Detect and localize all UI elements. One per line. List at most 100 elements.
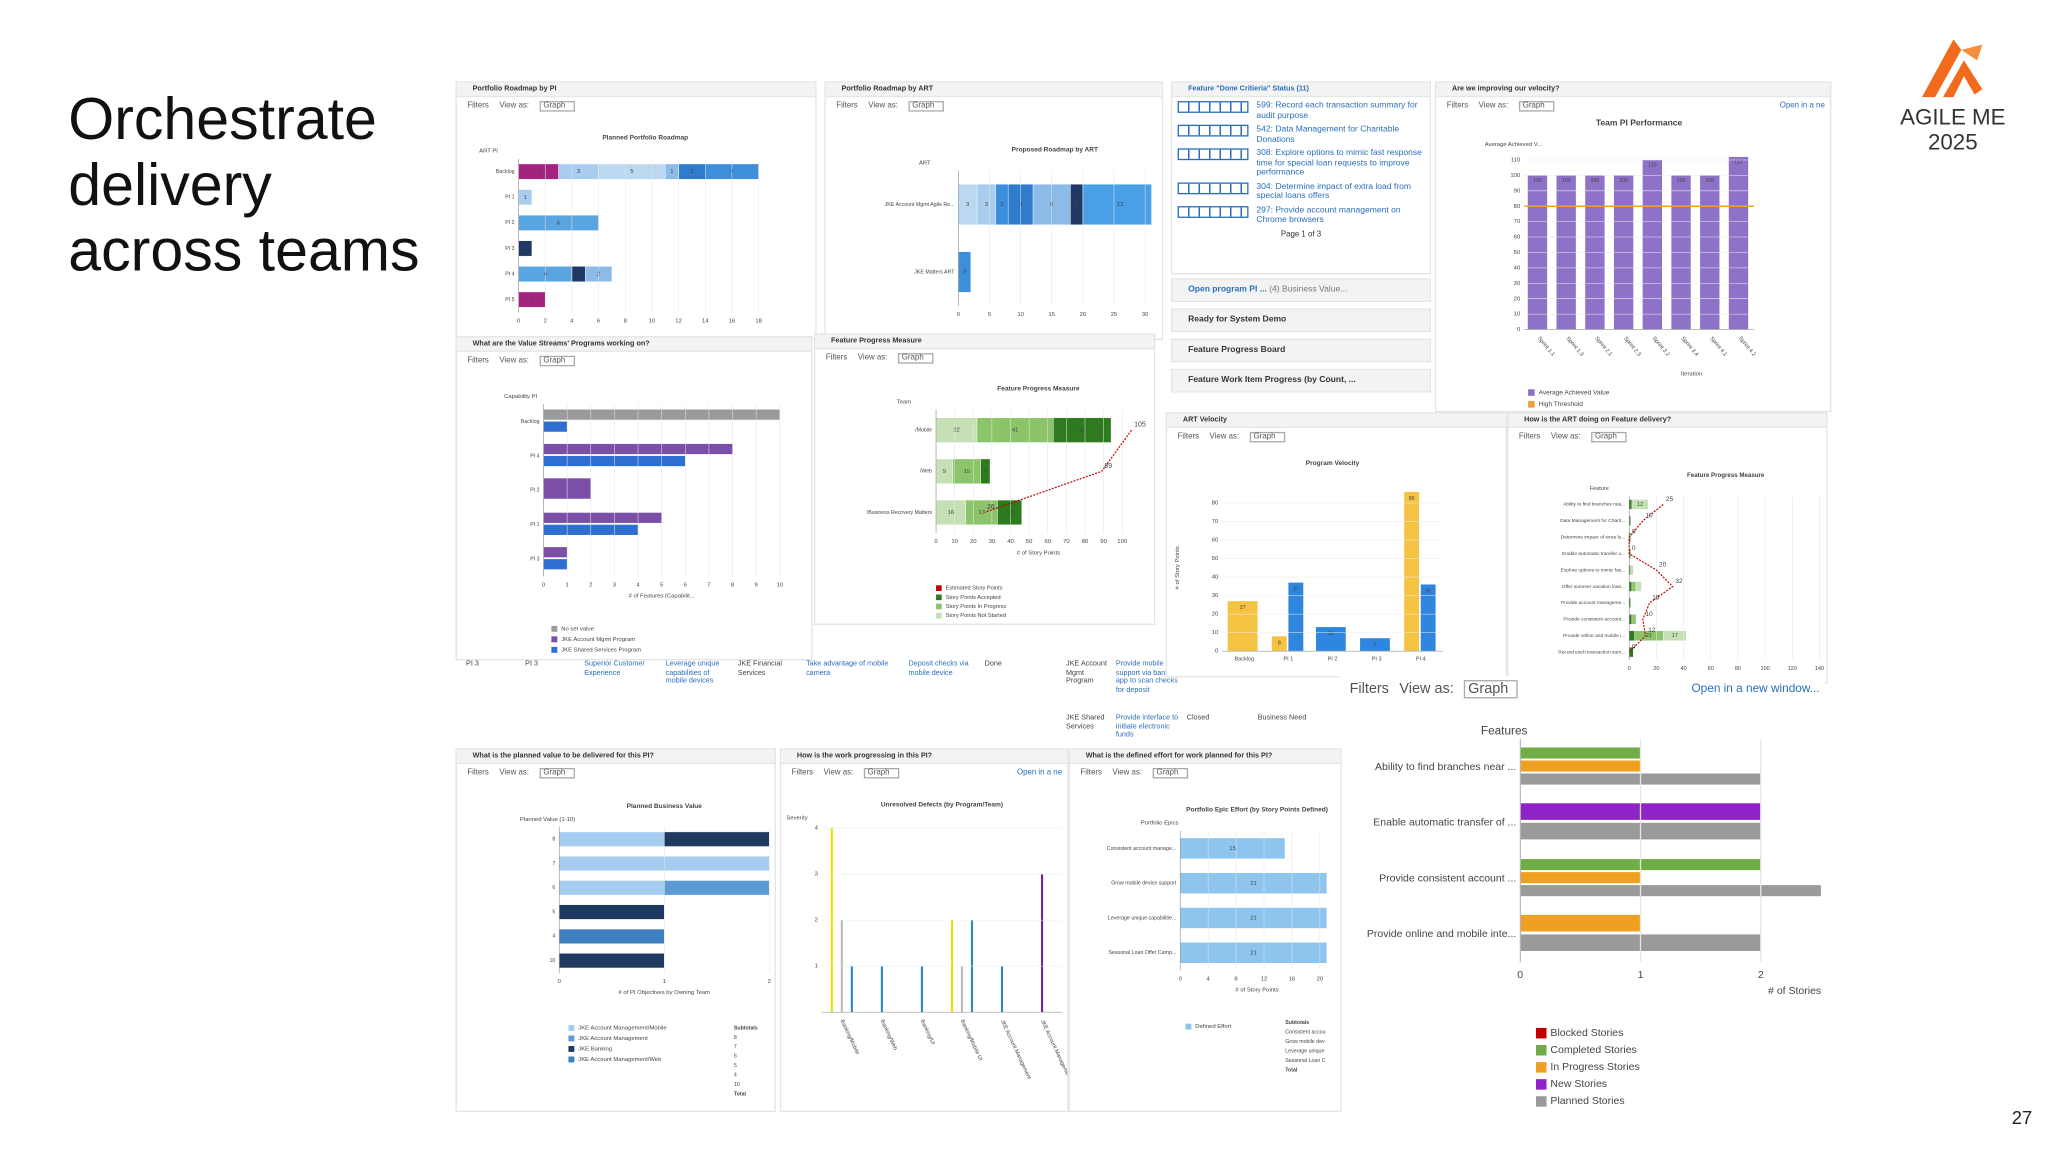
toolbar: Filters View as: Graph <box>1519 431 1637 443</box>
toolbar-item: Filters <box>467 102 489 111</box>
y-tick-label: 70 <box>1212 519 1219 525</box>
data-label: 13 <box>1328 631 1334 637</box>
estimate-label: 20 <box>1659 562 1667 569</box>
dashboard-panel: Are we improving our velocity? Filters Vie… <box>1434 81 1832 413</box>
x-tick-label: 70 <box>1063 539 1070 545</box>
data-label: 41 <box>1012 428 1019 434</box>
x-tick-label: 4 <box>1207 976 1211 982</box>
plot: 100 100 100 100 110 100 100 112 <box>1527 156 1749 330</box>
cell: JKE Shared Services <box>1066 714 1105 731</box>
x-tick-label: 0 <box>1179 976 1183 982</box>
chart-title: Portfolio Epic Effort (by Story Points D… <box>1186 807 1328 814</box>
y-axis-label: Planned Value (1-10) <box>520 817 575 823</box>
x-tick-label: 40 <box>1681 666 1687 672</box>
data-label: 17 <box>978 510 985 516</box>
x-tick-label: 2 <box>589 582 592 588</box>
legend-label: JKE Account Management/Mobile <box>578 1026 667 1032</box>
cell: JKE Financial Services <box>737 660 782 677</box>
toolbar-item: View as: <box>857 354 888 363</box>
view-select: Graph <box>1152 767 1188 779</box>
data-label: 6 <box>557 220 561 226</box>
legend-label: JKE Account Management/Web <box>578 1057 662 1063</box>
data-label: 31 <box>1079 428 1086 434</box>
x-tick-label: 50 <box>1026 539 1033 545</box>
y-tick-label: 6 <box>552 885 555 891</box>
estimate-label: 15 <box>1652 594 1660 601</box>
x-tick-label: 25 <box>1111 312 1118 318</box>
toolbar-item: View as: <box>1209 433 1240 442</box>
y-tick-label: 50 <box>1514 250 1521 256</box>
bar <box>543 559 568 570</box>
x-axis-label: # of PI Objectives by Owning Team <box>618 990 710 996</box>
data-label: 4 <box>544 272 548 278</box>
subtotal-header: Subtotals <box>1285 1020 1309 1026</box>
x-tick-label: 0 <box>1517 969 1523 981</box>
dashboard-panel: How is the ART doing on Feature delivery… <box>1507 412 1828 684</box>
plot: 22 41 31 9 15 5 16 17 13 <box>936 417 1112 525</box>
data-label: 36 <box>1425 588 1431 594</box>
toolbar: Filters View as: Graph <box>1080 767 1198 779</box>
legend-swatch <box>568 1035 575 1042</box>
x-tick-label: 30 <box>989 539 996 545</box>
bar-segment <box>976 417 1054 443</box>
x-tick-label: 0 <box>957 312 961 318</box>
x-tick-label: 140 <box>1815 666 1824 672</box>
subtotal-cell: 5 <box>734 1063 737 1069</box>
item: 599: Record each transaction summary for… <box>1177 101 1424 121</box>
y-tick-label: 5 <box>552 909 555 915</box>
x-tick-label: PI 4 <box>1416 656 1426 662</box>
y-tick-label: Provide account manageme... <box>1561 600 1625 606</box>
item: 304: Determine impact of extra load from… <box>1177 181 1424 202</box>
legend-label: Blocked Stories <box>1550 1027 1623 1039</box>
data-label: 16 <box>948 510 955 516</box>
data-label: 15 <box>1229 846 1236 852</box>
view-select: Graph <box>1518 101 1554 112</box>
bar-segment <box>1082 183 1152 225</box>
x-tick-label: 6 <box>597 319 601 325</box>
x-tick-label: Sprint 2.1 <box>1593 336 1613 358</box>
estimate-label: 89 <box>1104 463 1112 470</box>
toolbar: Filters View as: Graph <box>1350 680 1528 699</box>
slide-title: Orchestrate delivery across teams <box>68 86 419 284</box>
widget-title: Ready for System Demo <box>1172 309 1430 331</box>
y-tick-label: Seasonal Loan Offer Camp... <box>1108 950 1176 956</box>
y-tick-label: 1 <box>815 964 818 970</box>
bar <box>1041 874 1044 1013</box>
data-label: 6 <box>1050 202 1054 208</box>
x-tick-label: 60 <box>1708 666 1714 672</box>
panel-title: How is the ART doing on Feature delivery… <box>1508 413 1827 428</box>
y-axis-label: Average Achieved V... <box>1485 142 1543 148</box>
dashboard-panel: What is the defined effort for work plan… <box>1068 748 1342 1112</box>
y-tick-label: PI 1 <box>505 195 514 201</box>
y-tick-label: Provide consistent account... <box>1563 617 1625 623</box>
toolbar-item: Filters <box>791 769 814 778</box>
y-tick-label: 10 <box>1514 312 1521 318</box>
bar <box>1520 885 1821 897</box>
subtotal-cell: Leverage unique <box>1285 1048 1324 1054</box>
legend-swatch <box>551 625 558 632</box>
x-tick-label: JKE Account Management <box>999 1019 1032 1081</box>
plot: 3 3 2 4 6 2 12 2 <box>958 183 1152 293</box>
y-tick-label: Leverage unique capabilitie... <box>1108 915 1176 921</box>
bar-segment <box>1629 499 1633 510</box>
chart-title: Team PI Performance <box>1596 118 1683 128</box>
widget-title: Feature Work Item Progress (by Count, ..… <box>1172 370 1430 392</box>
data-label: 3 <box>966 202 970 208</box>
data-label: 1 <box>524 195 527 201</box>
x-tick-label: Banking/UI <box>919 1019 936 1046</box>
panel-chart: 27 8 37 13 7 86 36 Program Velocity # of Story P… <box>1175 460 1443 662</box>
item: 308: Explore options to mimic fast respo… <box>1177 148 1424 178</box>
subtotal-cell: 8 <box>734 1035 737 1041</box>
dashboard-panel: Feature Progress Measure Filters View as: G… <box>813 333 1156 625</box>
y-tick-label: 10 <box>1212 630 1219 636</box>
dashboard-panel: ART Velocity Filters View as: Graph 27 8 37 13 7… <box>1165 412 1508 678</box>
x-tick-label: 0 <box>517 319 521 325</box>
data-label: 100 <box>1619 178 1628 184</box>
panel-chart: Features 0 1 2 # of Stories Ability to find b… <box>1367 723 1821 1107</box>
panel-title: What is the defined effort for work plan… <box>1069 749 1341 765</box>
bar-segment <box>952 458 981 484</box>
x-tick-label: Sprint 3.4 <box>1679 336 1699 358</box>
dashboard-panel: How is the work progressing in this PI? F… <box>779 748 1069 1112</box>
